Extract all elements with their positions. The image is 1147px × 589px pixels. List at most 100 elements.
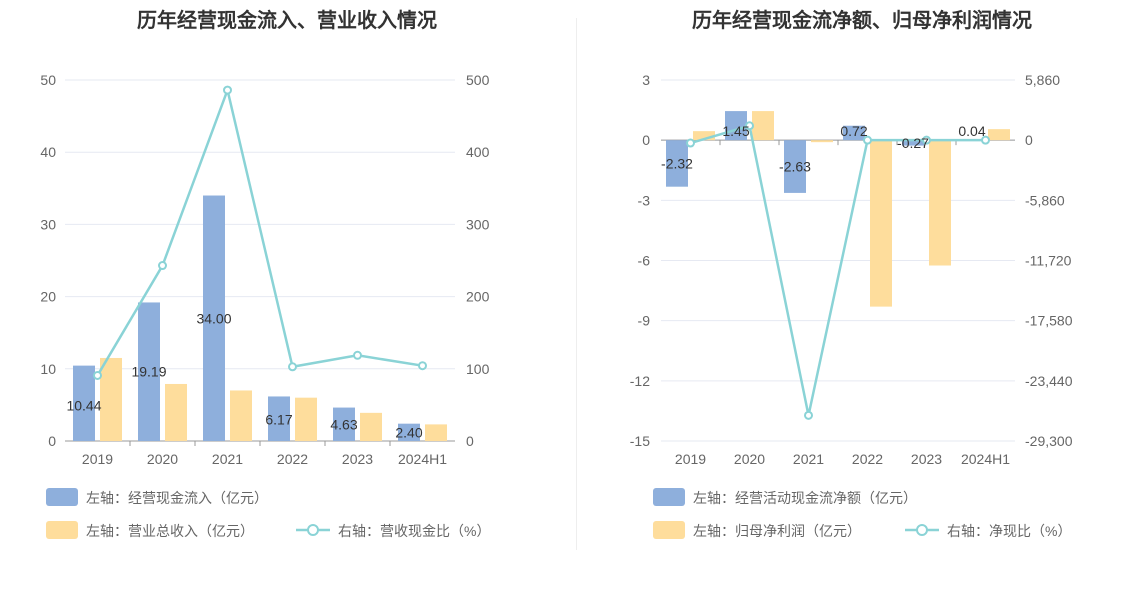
left-axis-tick-label: 0 (48, 433, 56, 449)
bar-data-label: 0.04 (958, 123, 985, 139)
secondary-bar (752, 111, 774, 141)
secondary-bar (295, 397, 317, 441)
right-axis-tick-label: -23,440 (1025, 373, 1073, 389)
legend-label: 右轴：净现比（%） (947, 523, 1071, 539)
bar-data-label: 6.17 (265, 412, 292, 428)
right-axis-tick-label: 500 (466, 72, 490, 88)
right-axis-tick-label: 0 (466, 433, 474, 449)
right-axis-tick-label: -5,860 (1025, 192, 1065, 208)
chart-panel-netcash-netprofit: 历年经营现金流净额、归母净利润情况 -15 -29,300 -12 -23,440 -9… (577, 0, 1147, 589)
bar-data-label: -0.27 (897, 135, 929, 151)
secondary-bar (929, 140, 951, 266)
x-axis-tick-label: 2021 (212, 451, 243, 467)
secondary-bar (988, 129, 1010, 141)
left-axis-tick-label: -6 (638, 253, 651, 269)
legend-label: 左轴：归母净利润（亿元） (693, 523, 861, 539)
x-axis-tick-label: 2020 (734, 451, 765, 467)
secondary-bar (360, 412, 382, 441)
ratio-point (745, 121, 754, 131)
right-axis-tick-label: 300 (466, 216, 490, 232)
primary-bar (398, 423, 420, 441)
ratio-line (690, 124, 986, 416)
right-axis-tick-label: 200 (466, 289, 490, 305)
x-axis-tick-label: 2019 (82, 451, 113, 467)
x-axis-tick-label: 2023 (342, 451, 373, 467)
legend-label: 右轴：营收现金比（%） (338, 523, 490, 539)
left-axis-tick-label: 50 (40, 72, 56, 88)
left-axis-tick-label: -3 (638, 192, 651, 208)
legend-line-marker (307, 524, 319, 536)
x-axis-tick-label: 2024H1 (398, 451, 447, 467)
x-axis-tick-label: 2021 (793, 451, 824, 467)
right-axis-tick-label: -11,720 (1025, 253, 1072, 269)
secondary-bar (811, 140, 833, 143)
x-axis-tick-label: 2024H1 (961, 451, 1010, 467)
bar-data-label: 34.00 (196, 310, 231, 326)
ratio-point (418, 361, 427, 371)
chart-panel-cashflow-revenue: 历年经营现金流入、营业收入情况 0 0 10 100 20 200 30 300 40 400 50… (40, 10, 490, 539)
legend-swatch (46, 521, 78, 539)
secondary-bar (693, 131, 715, 141)
x-axis-tick-label: 2023 (911, 451, 942, 467)
right-axis-tick-label: -29,300 (1025, 433, 1073, 449)
panel-divider (576, 18, 577, 550)
legend-label: 左轴：经营活动现金流净额（亿元） (693, 490, 917, 506)
legend-line-marker (916, 524, 928, 536)
legend-swatch (653, 488, 685, 506)
primary-bar (843, 125, 865, 141)
ratio-point (686, 138, 695, 148)
right-axis-tick-label: 0 (1025, 132, 1033, 148)
primary-bar (73, 365, 95, 441)
ratio-point (804, 410, 813, 420)
left-axis-tick-label: -9 (638, 313, 651, 329)
left-axis-tick-label: 0 (642, 132, 650, 148)
primary-bar (268, 396, 290, 441)
ratio-point (353, 350, 362, 360)
chart-canvas: -15 -29,300 -12 -23,440 -9 -17,580 -6 -11,720 -3… (630, 72, 1073, 539)
legend-swatch (653, 521, 685, 539)
primary-bar (666, 140, 688, 187)
left-axis-tick-label: 10 (40, 361, 56, 377)
ratio-point (922, 135, 931, 145)
ratio-point (981, 135, 990, 145)
chart-canvas: 0 0 10 100 20 200 30 300 40 400 50 500 2019 2020 2021 2… (40, 72, 490, 539)
primary-bar (725, 111, 747, 141)
right-axis-tick-label: -17,580 (1025, 313, 1073, 329)
primary-bar (902, 140, 924, 146)
x-axis-tick-label: 2020 (147, 451, 178, 467)
primary-bar (138, 302, 160, 441)
x-axis-tick-label: 2022 (852, 451, 883, 467)
legend-swatch (46, 488, 78, 506)
ratio-point (158, 261, 167, 271)
left-axis-tick-label: 20 (40, 289, 56, 305)
chart-title: 历年经营现金流净额、归母净利润情况 (692, 10, 1032, 32)
right-axis-tick-label: 100 (466, 361, 490, 377)
left-axis-tick-label: -12 (630, 373, 650, 389)
legend-label: 左轴：经营现金流入（亿元） (86, 490, 268, 506)
secondary-bar (425, 424, 447, 441)
bar-data-label: 2.40 (395, 424, 422, 440)
bar-data-label: 1.45 (722, 123, 749, 139)
right-axis-tick-label: 400 (466, 144, 490, 160)
bar-data-label: -2.32 (661, 155, 693, 171)
secondary-bar (165, 383, 187, 441)
ratio-line (96, 85, 423, 377)
ratio-point (288, 362, 297, 372)
right-axis-tick-label: 5,860 (1025, 72, 1060, 88)
secondary-bar (230, 390, 252, 441)
ratio-point (223, 85, 232, 95)
primary-bar (784, 140, 806, 193)
secondary-bar (100, 357, 122, 441)
chart-title: 历年经营现金流入、营业收入情况 (137, 10, 437, 32)
bar-data-label: 0.72 (840, 123, 867, 139)
legend-label: 左轴：营业总收入（亿元） (86, 523, 254, 539)
bar-data-label: 4.63 (330, 416, 357, 432)
secondary-bar (870, 140, 892, 307)
primary-bar (203, 195, 225, 441)
ratio-point (93, 370, 102, 380)
left-axis-tick-label: 30 (40, 216, 56, 232)
left-axis-tick-label: -15 (630, 433, 650, 449)
primary-bar (333, 407, 355, 441)
x-axis-tick-label: 2022 (277, 451, 308, 467)
bar-data-label: 19.19 (131, 364, 166, 380)
